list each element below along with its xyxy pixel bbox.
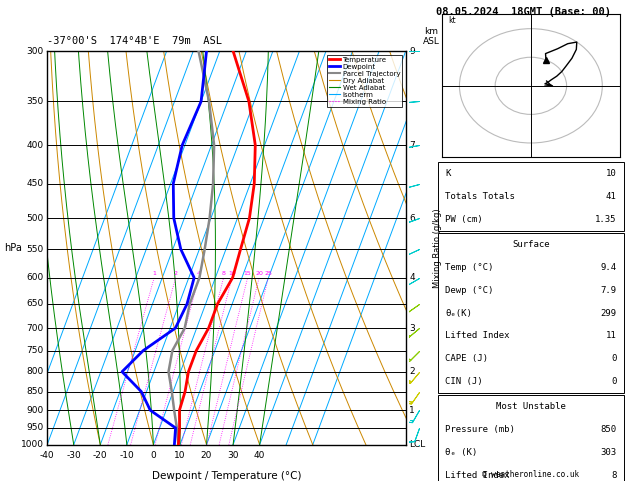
Text: -30: -30 bbox=[66, 451, 81, 460]
Text: 850: 850 bbox=[600, 425, 616, 434]
Text: 7.9: 7.9 bbox=[600, 286, 616, 295]
Text: 303: 303 bbox=[600, 448, 616, 457]
Text: -37°00'S  174°4B'E  79m  ASL: -37°00'S 174°4B'E 79m ASL bbox=[47, 36, 222, 46]
Text: 20: 20 bbox=[255, 271, 263, 276]
Text: LCL: LCL bbox=[409, 440, 426, 449]
Text: 08.05.2024  18GMT (Base: 00): 08.05.2024 18GMT (Base: 00) bbox=[436, 7, 611, 17]
Text: 6: 6 bbox=[409, 213, 415, 223]
Text: 3: 3 bbox=[409, 324, 415, 332]
Text: Mixing Ratio (g/kg): Mixing Ratio (g/kg) bbox=[433, 208, 442, 288]
Text: 25: 25 bbox=[264, 271, 272, 276]
Text: 8: 8 bbox=[221, 271, 226, 276]
Text: 15: 15 bbox=[244, 271, 252, 276]
Text: 20: 20 bbox=[201, 451, 212, 460]
Text: 40: 40 bbox=[254, 451, 265, 460]
Text: 8: 8 bbox=[611, 471, 616, 480]
Text: © weatheronline.co.uk: © weatheronline.co.uk bbox=[482, 470, 579, 479]
Text: Temp (°C): Temp (°C) bbox=[445, 263, 494, 272]
Text: 41: 41 bbox=[606, 192, 616, 201]
Bar bbox=[438, 233, 624, 393]
Text: 7: 7 bbox=[409, 140, 415, 150]
Text: Dewpoint / Temperature (°C): Dewpoint / Temperature (°C) bbox=[152, 471, 301, 482]
Text: 350: 350 bbox=[26, 97, 43, 106]
Text: Most Unstable: Most Unstable bbox=[496, 402, 566, 411]
Text: 800: 800 bbox=[26, 367, 43, 376]
Text: Lifted Index: Lifted Index bbox=[445, 471, 510, 480]
Text: 1.35: 1.35 bbox=[595, 215, 616, 224]
Text: 0: 0 bbox=[611, 377, 616, 386]
Text: 0: 0 bbox=[611, 354, 616, 363]
Text: -10: -10 bbox=[120, 451, 134, 460]
Text: 4: 4 bbox=[197, 271, 201, 276]
Text: hPa: hPa bbox=[4, 243, 21, 253]
Text: 850: 850 bbox=[26, 387, 43, 396]
Text: Lifted Index: Lifted Index bbox=[445, 331, 510, 340]
Text: 900: 900 bbox=[26, 406, 43, 415]
Text: 600: 600 bbox=[26, 273, 43, 282]
Text: 2: 2 bbox=[409, 367, 415, 376]
Text: 0: 0 bbox=[150, 451, 156, 460]
Text: 2: 2 bbox=[174, 271, 177, 276]
Text: θₑ(K): θₑ(K) bbox=[445, 309, 472, 317]
Text: Surface: Surface bbox=[512, 240, 550, 249]
Text: km
ASL: km ASL bbox=[423, 27, 439, 46]
Text: 10: 10 bbox=[174, 451, 186, 460]
Text: 4: 4 bbox=[409, 273, 415, 282]
Text: 500: 500 bbox=[26, 213, 43, 223]
Text: PW (cm): PW (cm) bbox=[445, 215, 483, 224]
Text: 750: 750 bbox=[26, 346, 43, 355]
Text: 30: 30 bbox=[227, 451, 239, 460]
Text: 10: 10 bbox=[228, 271, 236, 276]
Text: 650: 650 bbox=[26, 299, 43, 308]
Text: 700: 700 bbox=[26, 324, 43, 332]
Legend: Temperature, Dewpoint, Parcel Trajectory, Dry Adiabat, Wet Adiabat, Isotherm, Mi: Temperature, Dewpoint, Parcel Trajectory… bbox=[327, 54, 402, 107]
Text: -40: -40 bbox=[40, 451, 55, 460]
Text: -20: -20 bbox=[93, 451, 108, 460]
Bar bbox=[438, 396, 624, 486]
Text: 950: 950 bbox=[26, 423, 43, 433]
Bar bbox=[438, 162, 624, 231]
Text: 400: 400 bbox=[26, 140, 43, 150]
Text: Totals Totals: Totals Totals bbox=[445, 192, 515, 201]
Text: 9.4: 9.4 bbox=[600, 263, 616, 272]
Text: 10: 10 bbox=[606, 169, 616, 178]
Text: K: K bbox=[445, 169, 451, 178]
Text: 300: 300 bbox=[26, 47, 43, 55]
Text: 550: 550 bbox=[26, 245, 43, 254]
Text: Dewp (°C): Dewp (°C) bbox=[445, 286, 494, 295]
Text: CAPE (J): CAPE (J) bbox=[445, 354, 488, 363]
Text: 1: 1 bbox=[152, 271, 156, 276]
Text: 450: 450 bbox=[26, 179, 43, 188]
Text: CIN (J): CIN (J) bbox=[445, 377, 483, 386]
Text: θₑ (K): θₑ (K) bbox=[445, 448, 477, 457]
Text: 1: 1 bbox=[409, 406, 415, 415]
Text: 11: 11 bbox=[606, 331, 616, 340]
Text: Pressure (mb): Pressure (mb) bbox=[445, 425, 515, 434]
Text: 299: 299 bbox=[600, 309, 616, 317]
Text: 9: 9 bbox=[409, 47, 415, 55]
Text: 1000: 1000 bbox=[21, 440, 43, 449]
